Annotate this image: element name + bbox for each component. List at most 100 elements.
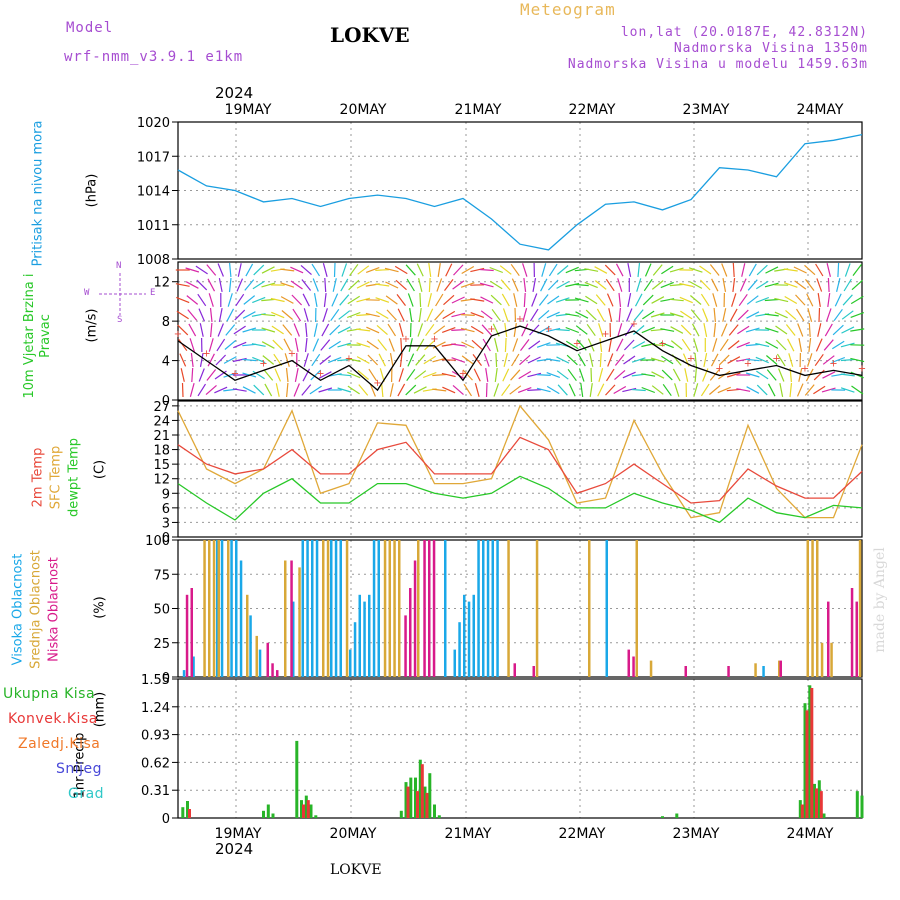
ytick-label: 18 [153,444,170,459]
wind-arrow [428,277,431,293]
wind-arrow [808,322,811,338]
precip-bar [304,795,308,818]
wind-arrow [520,339,530,351]
xtick-label-top: 24MAY [797,102,844,118]
wind-arrow [253,384,265,396]
wind-arrow [831,340,845,350]
wind-arrow [376,324,388,336]
wind-arrow [490,294,502,306]
wind-arrow [432,357,447,363]
wind-arrow [669,283,684,287]
wind-arrow [713,322,717,338]
ytick-label: 27 [153,400,170,415]
wind-arrow [187,309,198,321]
wind-arrow [196,279,208,291]
wind-arrow [356,281,370,289]
wind-arrow [815,338,823,352]
cloud-bar [491,540,494,677]
wind-arrow [387,323,397,337]
wind-arrow [631,357,646,363]
wind-arrow [756,384,768,396]
wind-arrow [282,324,293,336]
wind-arrow [181,382,184,398]
wind-arrow [599,338,603,352]
panel-frame [177,121,863,260]
wind-arrow [580,383,584,397]
wind-arrow [719,338,729,352]
wind-arrow [650,357,665,363]
wind-arrow [517,387,532,393]
wind-arrow [302,293,310,307]
wind-arrow [206,369,217,381]
wind-arrow [816,278,823,292]
wind-arrow [461,341,475,349]
wind-arrow [425,323,435,337]
wind-arrow [597,383,605,397]
compass-west: W [84,288,90,298]
precip-bar [800,804,804,818]
wind-arrow [191,367,194,383]
wind-arrow [504,323,508,337]
wind-arrow [280,268,295,272]
wind-arrow [710,353,719,367]
wind-arrow [651,371,665,379]
wind-arrow [538,294,549,306]
wind-arrow [205,384,217,396]
wind-arrow [432,373,447,377]
cloud-bar [217,540,220,677]
precip-bar [661,816,664,818]
cloud-bar [227,540,230,677]
wind-arrow [726,372,741,378]
wind-arrow [622,371,636,379]
wind-arrow [242,311,256,319]
wind-arrow [578,368,585,382]
cloud-bar [827,601,830,677]
cloud-bar [284,560,287,677]
cloud-bar [535,540,539,677]
wind-arrow [338,310,351,320]
precip-bar [433,804,436,818]
precip-bar [423,786,427,818]
wind-arrow [280,282,295,288]
cloud-bar [453,649,456,677]
wind-arrow [485,368,489,382]
wind-arrow [787,338,795,352]
cloud-bar [306,540,309,677]
wind-arrow [774,297,789,303]
wind-arrow [356,328,371,332]
wind-arrow [337,358,352,362]
wind-arrow [419,292,422,308]
wind-arrow [178,338,188,352]
precip-bar [404,782,408,818]
cloud-bar [230,540,233,677]
wind-arrow [318,371,332,379]
wind-arrow [234,309,246,321]
wind-arrow [608,337,613,353]
wind-arrow [369,383,376,397]
wind-arrow [540,278,548,292]
wind-arrow [755,280,769,290]
wind-arrow [598,368,604,382]
cloud-bar [496,540,499,677]
cloud-bar [220,540,224,677]
precip-bar [418,759,422,818]
precip-bar [428,773,432,818]
wind-speed-line [177,325,863,392]
panel-frame [177,261,863,401]
cloud-bar [216,540,219,677]
cloud-bar [353,622,357,677]
page-title: LOKVE [330,23,410,47]
wind-arrow [746,311,760,319]
cloud-bar [182,670,186,677]
wind-arrow [252,370,265,380]
wind-arrow [470,298,485,302]
ytick-label: 3 [162,516,170,531]
wind-arrow [529,324,540,336]
wind-arrow [618,292,622,308]
wind-arrow [755,342,770,348]
wind-arrow [764,327,779,333]
wind-arrow [804,384,815,396]
wind-arrow [407,353,415,367]
precip-bar [675,813,679,818]
wind-arrow [313,292,318,308]
